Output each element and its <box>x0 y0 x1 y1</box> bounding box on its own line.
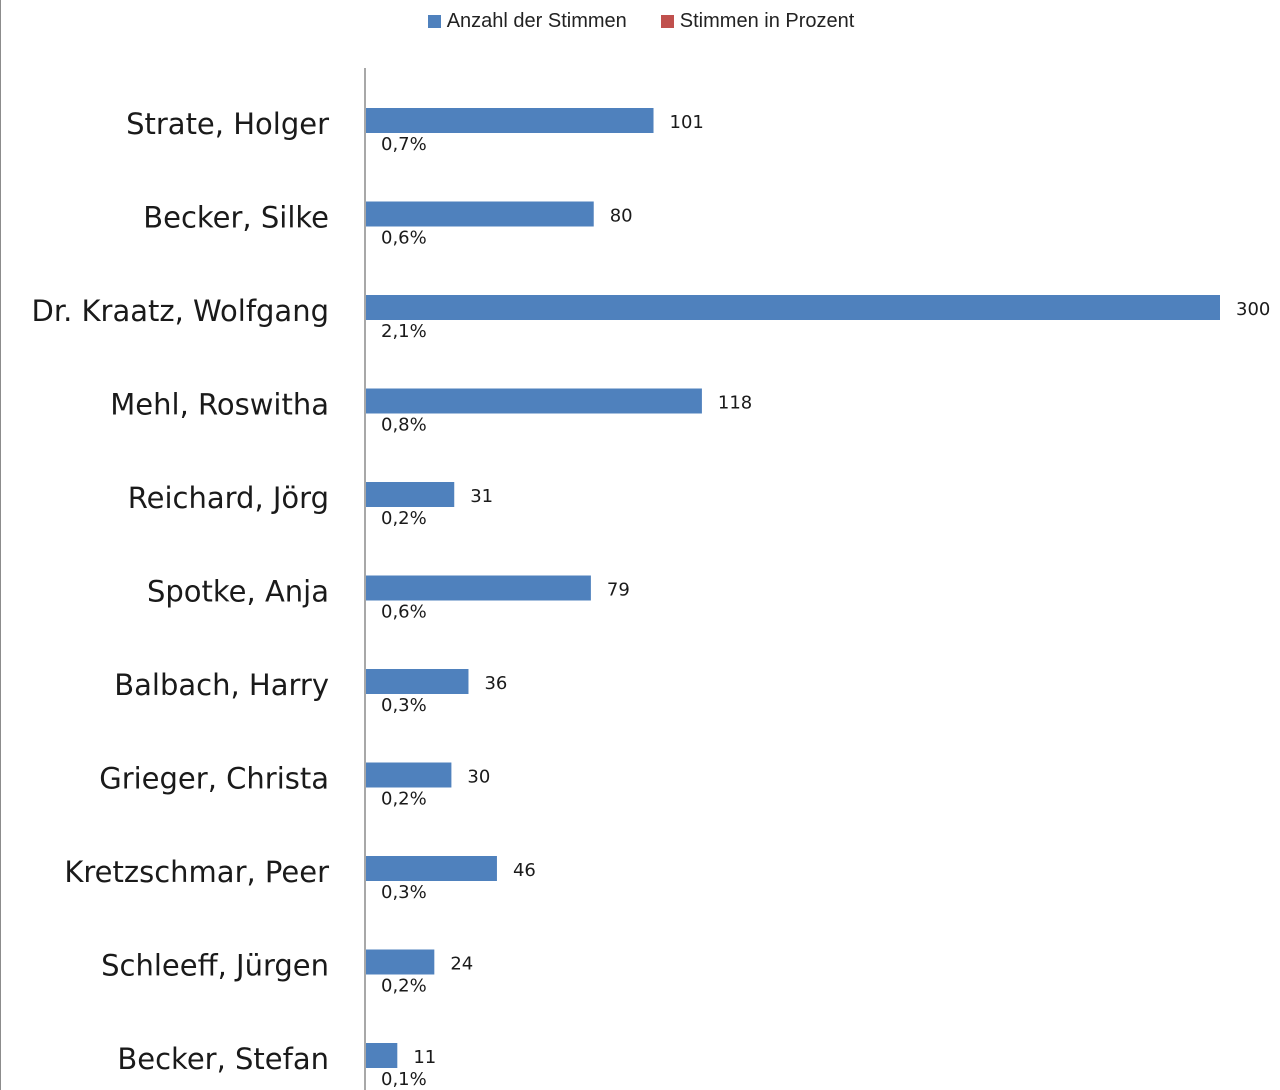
legend-swatch-anzahl <box>427 15 441 28</box>
data-label-prozent: 0,6% <box>381 228 427 249</box>
legend: Anzahl der Stimmen Stimmen in Prozent <box>1 10 1280 33</box>
data-label-anzahl: 24 <box>450 954 473 975</box>
bar-anzahl <box>366 388 702 414</box>
category-label: Reichard, Jörg <box>128 481 329 515</box>
legend-item-anzahl: Anzahl der Stimmen <box>427 10 627 33</box>
data-label-anzahl: 30 <box>467 767 490 788</box>
data-label-anzahl: 79 <box>607 580 630 601</box>
data-label-anzahl: 101 <box>670 112 704 133</box>
category-label: Mehl, Roswitha <box>110 388 329 422</box>
category-label: Becker, Silke <box>143 201 329 235</box>
data-label-prozent: 0,3% <box>381 695 427 716</box>
data-label-anzahl: 36 <box>484 673 507 694</box>
data-label-prozent: 0,2% <box>381 508 427 529</box>
category-label: Strate, Holger <box>126 107 329 141</box>
bar-anzahl <box>366 669 469 694</box>
data-label-prozent: 0,1% <box>381 1069 427 1090</box>
bar-anzahl <box>366 762 452 788</box>
category-label: Dr. Kraatz, Wolfgang <box>32 294 330 328</box>
category-label: Schleeff, Jürgen <box>101 949 329 983</box>
bar-anzahl <box>366 856 497 881</box>
data-label-prozent: 0,2% <box>381 976 427 997</box>
data-label-prozent: 0,7% <box>381 134 427 155</box>
data-label-anzahl: 80 <box>610 206 633 227</box>
data-label-prozent: 0,3% <box>381 882 427 903</box>
category-label: Becker, Stefan <box>117 1042 329 1076</box>
category-label: Balbach, Harry <box>114 668 329 702</box>
data-label-prozent: 0,6% <box>381 602 427 623</box>
category-label: Kretzschmar, Peer <box>64 855 329 889</box>
data-label-prozent: 0,2% <box>381 789 427 810</box>
bar-anzahl <box>366 201 594 227</box>
category-label: Grieger, Christa <box>99 762 329 796</box>
bar-anzahl <box>366 482 455 507</box>
legend-label-anzahl: Anzahl der Stimmen <box>446 10 627 32</box>
data-label-anzahl: 46 <box>513 860 536 881</box>
data-label-anzahl: 11 <box>413 1047 436 1068</box>
category-label: Spotke, Anja <box>147 575 329 609</box>
bar-anzahl <box>366 108 654 133</box>
data-label-prozent: 0,8% <box>381 415 427 436</box>
bar-anzahl <box>366 1043 398 1068</box>
legend-swatch-prozent <box>660 15 674 28</box>
legend-label-prozent: Stimmen in Prozent <box>679 10 855 32</box>
data-label-anzahl: 31 <box>470 486 493 507</box>
bar-anzahl <box>366 949 435 975</box>
data-label-prozent: 2,1% <box>381 321 427 342</box>
bar-anzahl <box>366 575 591 601</box>
data-label-anzahl: 118 <box>718 393 752 414</box>
legend-item-prozent: Stimmen in Prozent <box>660 10 855 33</box>
data-label-anzahl: 300 <box>1236 299 1270 320</box>
bar-anzahl <box>366 295 1220 320</box>
